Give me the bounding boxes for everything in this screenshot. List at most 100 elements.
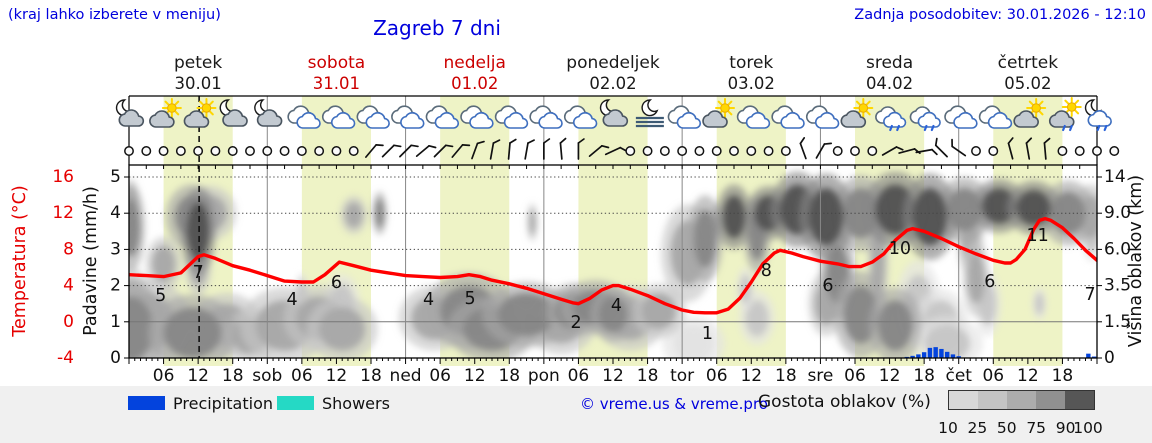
wind-symbol bbox=[399, 144, 419, 158]
wind-barb-icon bbox=[915, 148, 938, 156]
temperature-value: 10 bbox=[889, 239, 911, 259]
precipitation-bars bbox=[904, 347, 1097, 358]
cloud-shape bbox=[469, 112, 494, 129]
wind-symbol bbox=[314, 146, 325, 156]
cloud-height-tick-label: 0 bbox=[1104, 348, 1115, 368]
moon-cloud-icon bbox=[115, 99, 145, 127]
day-abbr-label: tor bbox=[670, 366, 694, 386]
temp-tick-label: 16 bbox=[52, 167, 74, 187]
wind-barb-icon bbox=[524, 139, 535, 160]
wind-symbol bbox=[625, 146, 636, 156]
clouds-icon bbox=[356, 105, 390, 129]
cloud-blob bbox=[641, 292, 677, 330]
wind-symbol bbox=[780, 146, 791, 156]
hour-label: 12 bbox=[1017, 366, 1039, 386]
temperature-value: 6 bbox=[984, 272, 995, 292]
day-name: ponedeljek bbox=[566, 53, 660, 73]
precip-bar bbox=[950, 354, 956, 358]
day-date: 04.02 bbox=[866, 74, 913, 93]
wind-symbol bbox=[867, 146, 878, 156]
cloud-density-colorbar bbox=[948, 390, 1095, 410]
wind-barb-icon bbox=[604, 146, 628, 156]
cloud-height-tick-label: 3.5 bbox=[1104, 276, 1131, 296]
day-name: četrtek bbox=[998, 53, 1059, 73]
cloud-blob bbox=[1016, 189, 1051, 226]
cloud-shape bbox=[840, 110, 867, 128]
clouds-icon bbox=[563, 105, 598, 129]
precip-bar bbox=[927, 347, 933, 358]
calm-wind-icon bbox=[210, 146, 221, 156]
temperature-value: 4 bbox=[611, 296, 622, 316]
precip-bar bbox=[944, 351, 950, 358]
hour-label: 18 bbox=[360, 366, 382, 386]
wind-symbol bbox=[227, 146, 238, 156]
clouds-icon bbox=[978, 105, 1013, 129]
hour-label: 06 bbox=[153, 366, 175, 386]
wind-symbol bbox=[331, 146, 342, 156]
precip-bar bbox=[1091, 356, 1097, 358]
wind-symbol bbox=[577, 138, 585, 160]
temperature-value: 11 bbox=[1027, 226, 1049, 246]
hour-label: 18 bbox=[913, 366, 935, 386]
cloud-axis-title: Višina oblakov (km) bbox=[1126, 175, 1146, 347]
hour-label: 06 bbox=[568, 366, 590, 386]
wind-barb-icon bbox=[381, 144, 402, 158]
clouds-icon bbox=[321, 105, 356, 129]
calm-wind-icon bbox=[193, 146, 204, 156]
cloud-blob bbox=[745, 300, 769, 337]
hour-label: 12 bbox=[602, 366, 624, 386]
temperature-value: 5 bbox=[465, 289, 476, 309]
wind-symbol bbox=[1043, 137, 1051, 160]
wind-symbol bbox=[763, 146, 774, 156]
wind-symbol bbox=[881, 146, 904, 156]
calm-wind-icon bbox=[850, 146, 860, 156]
rain-cloud-icon bbox=[909, 106, 941, 132]
day-name: sreda bbox=[866, 53, 913, 73]
wind-symbol bbox=[1074, 146, 1085, 156]
temp-axis-title: Temperatura (°C) bbox=[10, 185, 30, 337]
cloud-blob bbox=[598, 296, 628, 333]
calm-wind-icon bbox=[175, 146, 186, 156]
sun-cloud-icon bbox=[1013, 98, 1047, 128]
wind-symbol bbox=[799, 136, 807, 160]
cloud-blob bbox=[808, 187, 844, 246]
day-date: 05.02 bbox=[1004, 74, 1051, 93]
colorbar-segment bbox=[1065, 391, 1094, 409]
day-date: 02.02 bbox=[589, 74, 636, 93]
precip-bar bbox=[939, 348, 944, 358]
cloud-shape bbox=[330, 112, 356, 129]
hour-label: 06 bbox=[429, 366, 451, 386]
temp-tick-label: 8 bbox=[63, 239, 74, 259]
cloud-blob bbox=[1034, 292, 1044, 315]
wind-barb-icon bbox=[588, 145, 610, 157]
precip-bar bbox=[921, 352, 927, 358]
calm-wind-icon bbox=[694, 146, 705, 156]
sun-cloud-icon bbox=[702, 98, 736, 128]
wind-symbol bbox=[348, 146, 359, 156]
wind-barb-icon bbox=[799, 136, 807, 160]
wind-symbol bbox=[210, 146, 221, 156]
hour-label: 12 bbox=[464, 366, 486, 386]
fog-icon bbox=[635, 99, 664, 128]
temperature-value: 7 bbox=[193, 263, 204, 283]
precip-bar bbox=[916, 354, 921, 358]
wind-symbol bbox=[1007, 137, 1014, 160]
cloud-shape bbox=[149, 110, 175, 128]
moon-rain-cloud-icon bbox=[1084, 99, 1112, 132]
calm-wind-icon bbox=[780, 146, 791, 156]
wind-symbol bbox=[175, 146, 186, 156]
cloud-shape bbox=[256, 109, 283, 127]
wind-symbol bbox=[124, 146, 134, 156]
rain-drop bbox=[930, 124, 935, 132]
cloud-height-tick-label: 9.0 bbox=[1104, 203, 1131, 223]
day-abbr-label: pon bbox=[528, 366, 560, 386]
cloud-blob bbox=[345, 202, 363, 228]
calm-wind-icon bbox=[245, 146, 255, 156]
cloud-blob bbox=[693, 209, 717, 268]
sun-rain-cloud-icon bbox=[1048, 97, 1082, 132]
copyright-link[interactable]: © vreme.us & vreme.pro bbox=[580, 395, 768, 413]
wind-barb-icon bbox=[365, 144, 384, 158]
day-abbr-label: ned bbox=[390, 366, 422, 386]
clouds-icon bbox=[667, 105, 702, 129]
